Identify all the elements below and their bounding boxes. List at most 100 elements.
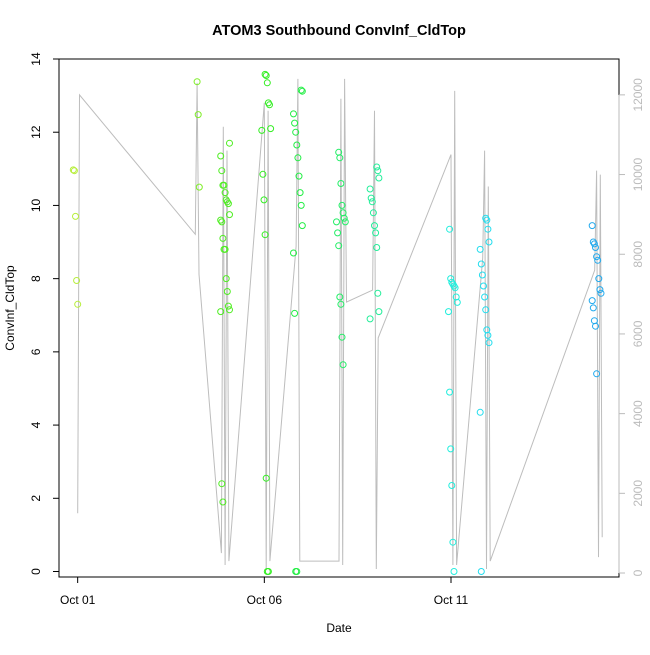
- x-tick-label: Oct 06: [247, 593, 283, 607]
- data-point: [226, 139, 233, 147]
- y-tick-label: 8: [29, 275, 43, 282]
- data-point: [337, 300, 345, 308]
- data-point: [368, 198, 376, 206]
- y-tick-label: 12: [29, 125, 43, 139]
- y-tick-label: 10: [29, 198, 43, 212]
- data-point: [221, 189, 229, 197]
- data-point: [593, 370, 601, 378]
- data-point: [336, 293, 344, 301]
- x-tick-label: Oct 11: [434, 593, 469, 607]
- data-point: [298, 87, 306, 95]
- data-point: [336, 154, 344, 162]
- data-point: [296, 189, 304, 197]
- data-point: [297, 201, 305, 209]
- data-point: [374, 167, 382, 175]
- data-point: [219, 234, 227, 242]
- data-point: [226, 306, 233, 314]
- altitude-layer: [77, 78, 603, 570]
- data-point: [193, 78, 201, 86]
- data-point: [333, 218, 340, 226]
- data-point: [373, 163, 381, 171]
- data-point: [259, 170, 267, 178]
- y-tick-label: 0: [29, 568, 43, 575]
- data-point: [481, 293, 489, 301]
- data-point: [485, 238, 493, 246]
- y2-tick-label: 0: [631, 569, 645, 576]
- data-point: [588, 297, 596, 305]
- data-point: [218, 480, 226, 488]
- data-point: [293, 141, 301, 149]
- y2-tick-label: 10000: [631, 158, 645, 192]
- data-point: [337, 180, 345, 187]
- data-point: [483, 216, 491, 224]
- data-point: [484, 331, 492, 339]
- data-point: [73, 277, 81, 284]
- data-point: [221, 245, 229, 253]
- y2-tick-label: 8000: [631, 241, 645, 268]
- data-point: [290, 110, 297, 118]
- data-point: [450, 282, 458, 290]
- data-point: [477, 260, 485, 268]
- y2-tick-label: 6000: [631, 320, 645, 347]
- data-point: [217, 216, 225, 224]
- data-point: [477, 568, 485, 575]
- data-point: [217, 152, 225, 160]
- data-point: [218, 167, 226, 175]
- data-point: [595, 275, 603, 283]
- y-tick-label: 6: [29, 348, 43, 355]
- data-point: [294, 154, 302, 162]
- data-point: [217, 308, 225, 316]
- data-point: [592, 244, 599, 251]
- data-point: [291, 119, 299, 127]
- data-point: [260, 196, 268, 204]
- data-point: [374, 289, 382, 297]
- y2-tick-label: 12000: [631, 78, 645, 112]
- y-tick-label: 2: [29, 495, 43, 502]
- data-point: [597, 289, 605, 297]
- data-point: [222, 275, 230, 283]
- data-point: [295, 172, 303, 180]
- data-point: [334, 229, 342, 237]
- data-point: [371, 222, 378, 230]
- y-tick-label: 4: [29, 421, 43, 428]
- data-point: [451, 284, 459, 292]
- data-point: [226, 211, 233, 219]
- data-point: [372, 229, 380, 237]
- data-point: [445, 308, 452, 316]
- data-point: [224, 200, 232, 208]
- data-point: [338, 201, 346, 209]
- data-point: [476, 245, 484, 253]
- data-point: [262, 474, 270, 482]
- data-point: [484, 225, 492, 233]
- data-point: [262, 72, 270, 79]
- y2-tick-label: 2000: [631, 480, 645, 507]
- data-point: [367, 194, 375, 202]
- data-point: [224, 302, 232, 310]
- data-point: [448, 278, 456, 286]
- data-point: [195, 183, 203, 191]
- data-point: [297, 86, 305, 94]
- data-point: [258, 126, 266, 134]
- data-point: [72, 212, 79, 220]
- y2-tick-label: 4000: [631, 400, 645, 427]
- data-point: [335, 242, 343, 250]
- data-point: [74, 300, 82, 308]
- data-point: [292, 128, 300, 136]
- data-point: [589, 304, 597, 312]
- data-point: [453, 298, 461, 306]
- data-point: [375, 308, 383, 316]
- data-point: [590, 240, 598, 248]
- data-point: [375, 174, 383, 182]
- data-point: [70, 167, 78, 175]
- data-point: [588, 222, 596, 230]
- data-point: [594, 256, 602, 264]
- data-point: [478, 271, 486, 279]
- data-point: [218, 218, 226, 226]
- data-point: [590, 317, 598, 325]
- data-point: [480, 282, 487, 290]
- y-tick-label: 14: [29, 52, 43, 66]
- data-point: [373, 244, 381, 251]
- data-point: [338, 333, 346, 341]
